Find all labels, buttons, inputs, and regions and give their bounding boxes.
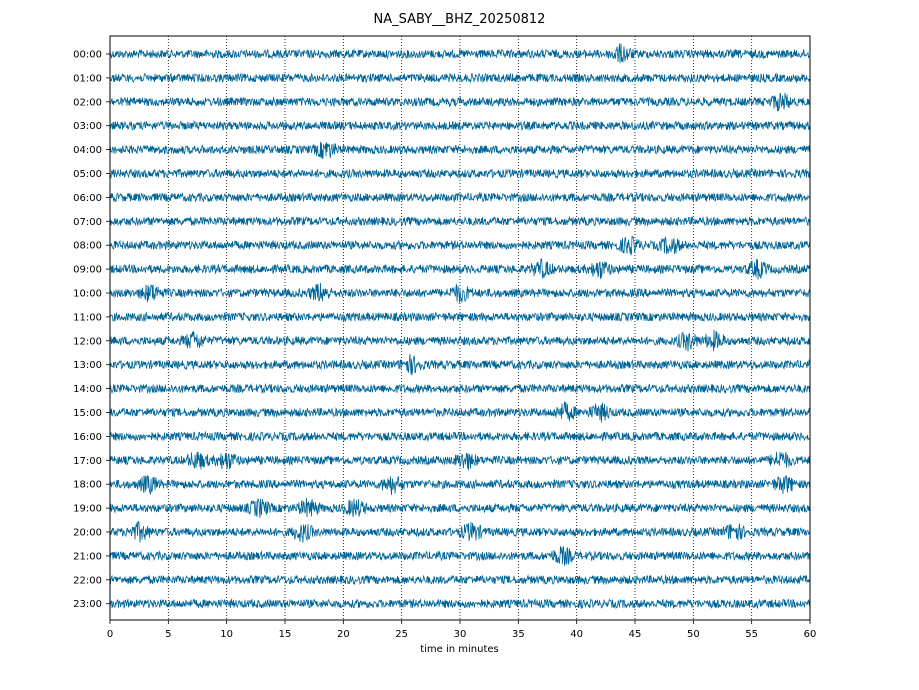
- y-tick-label: 06:00: [73, 193, 102, 204]
- trace-0800: [109, 235, 811, 256]
- trace-1600: [109, 430, 810, 443]
- y-tick-label: 05:00: [73, 169, 102, 180]
- trace-2100: [109, 546, 811, 566]
- y-tick-label: 16:00: [73, 432, 102, 443]
- y-tick-label: 14:00: [73, 384, 102, 395]
- x-tick-label: 60: [804, 629, 817, 640]
- y-tick-label: 20:00: [73, 528, 102, 539]
- y-tick-label: 18:00: [73, 480, 102, 491]
- y-tick-label: 10:00: [73, 289, 102, 300]
- trace-1300: [109, 354, 811, 376]
- y-tick-label: 04:00: [73, 145, 102, 156]
- x-tick-label: 40: [570, 629, 583, 640]
- x-tick-label: 15: [279, 629, 292, 640]
- trace-0000: [109, 43, 810, 64]
- trace-0400: [109, 141, 811, 159]
- y-tick-label: 13:00: [73, 360, 102, 371]
- y-tick-label: 23:00: [73, 599, 102, 610]
- y-tick-label: 08:00: [73, 241, 102, 252]
- x-tick-label: 45: [629, 629, 642, 640]
- trace-0600: [109, 191, 811, 203]
- x-axis-label: time in minutes: [420, 644, 499, 655]
- x-tick-label: 35: [512, 629, 525, 640]
- trace-0100: [109, 72, 811, 84]
- y-tick-label: 12:00: [73, 336, 102, 347]
- x-tick-label: 5: [165, 629, 171, 640]
- trace-2000: [109, 520, 811, 543]
- x-tick-label: 10: [220, 629, 233, 640]
- y-tick-label: 00:00: [73, 50, 102, 61]
- trace-0500: [109, 167, 811, 180]
- trace-0900: [109, 258, 811, 280]
- trace-1900: [109, 497, 811, 518]
- trace-0200: [109, 92, 811, 112]
- y-tick-label: 02:00: [73, 97, 102, 108]
- x-tick-label: 50: [687, 629, 700, 640]
- trace-1000: [109, 282, 811, 303]
- x-tick-label: 0: [107, 629, 113, 640]
- x-tick-label: 20: [337, 629, 350, 640]
- trace-1800: [109, 474, 811, 496]
- trace-0700: [109, 215, 811, 227]
- y-tick-label: 17:00: [73, 456, 102, 467]
- trace-2300: [109, 597, 811, 610]
- x-tick-label: 30: [454, 629, 467, 640]
- y-tick-label: 01:00: [73, 73, 102, 84]
- chart-title: NA_SABY__BHZ_20250812: [373, 12, 546, 27]
- x-tick-label: 25: [395, 629, 408, 640]
- y-tick-label: 03:00: [73, 121, 102, 132]
- y-tick-label: 11:00: [73, 312, 102, 323]
- trace-1200: [109, 329, 811, 352]
- trace-1100: [109, 311, 811, 323]
- y-tick-label: 15:00: [73, 408, 102, 419]
- x-tick-label: 55: [745, 629, 758, 640]
- y-tick-label: 22:00: [73, 575, 102, 586]
- trace-2200: [109, 574, 811, 586]
- y-tick-label: 19:00: [73, 504, 102, 515]
- y-tick-label: 09:00: [73, 265, 102, 276]
- trace-1500: [109, 401, 811, 423]
- trace-1700: [109, 451, 811, 471]
- y-tick-label: 21:00: [73, 551, 102, 562]
- trace-1400: [109, 382, 811, 395]
- trace-0300: [109, 120, 811, 132]
- y-tick-label: 07:00: [73, 217, 102, 228]
